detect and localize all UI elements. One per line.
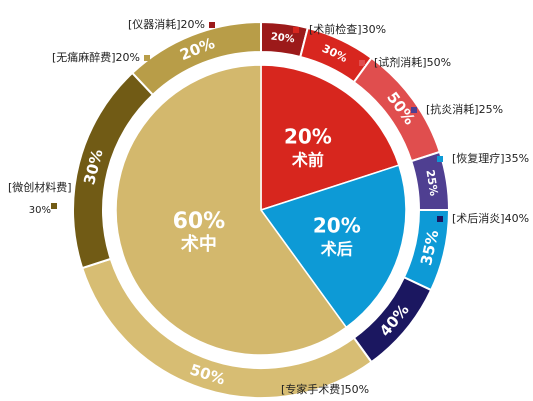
legend-swatch-8: [144, 55, 150, 61]
legend-label-5: [术后消炎]40%: [452, 211, 529, 225]
legend-label-1: [术前检查]30%: [309, 22, 386, 36]
legend-label-2: [试剂消耗]50%: [374, 55, 451, 69]
legend-swatch-6: [265, 387, 271, 393]
legend-label-0: [仪器消耗]20%: [128, 17, 205, 31]
pie-slice-0: [260, 64, 400, 212]
ring-segment-8: [130, 20, 262, 97]
pie-slice-1: [259, 164, 407, 329]
pie-value-label-1: 20%: [313, 214, 361, 238]
pie-slice-2: [115, 64, 348, 356]
pie-value-label-0: 20%: [284, 125, 332, 149]
legend-swatch-2: [359, 60, 365, 66]
pie-name-label-2: 术中: [181, 233, 217, 255]
ring-value-label-3: 25%: [423, 169, 440, 197]
legend-label-7: [微创材料费]: [8, 180, 72, 194]
pie-name-label-1: 术后: [320, 240, 353, 259]
legend-swatch-3: [411, 107, 417, 113]
legend-label-4: [恢复理疗]35%: [452, 151, 529, 165]
legend-label-7-value: 30%: [29, 205, 51, 216]
ring-value-label-0: 20%: [270, 31, 295, 45]
legend-label-8: [无痛麻醉费]20%: [52, 50, 140, 64]
legend-label-6: [专家手术费]50%: [281, 382, 369, 396]
legend-swatch-0: [209, 22, 215, 28]
legend-swatch-1: [293, 27, 299, 33]
legend-swatch-4: [437, 156, 443, 162]
legend-swatch-5: [437, 216, 443, 222]
legend-label-3: [抗炎消耗]25%: [426, 102, 503, 116]
pie-value-label-2: 60%: [173, 209, 226, 234]
pie-name-label-0: 术前: [291, 151, 324, 170]
legend-swatch-7: [51, 203, 57, 209]
